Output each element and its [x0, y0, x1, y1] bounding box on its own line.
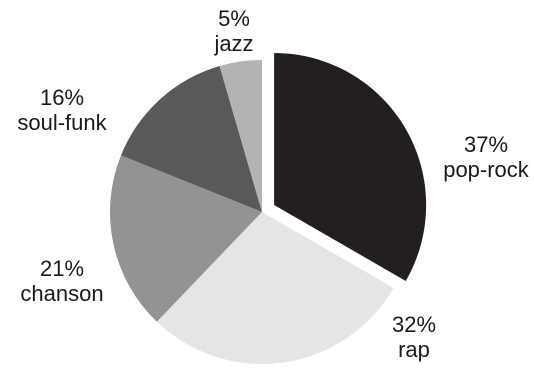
pie-value-label-soul-funk: 16%: [40, 85, 84, 110]
pie-slice-jazz: [219, 60, 262, 212]
pie-labels: 37%pop-rock 32%rap 21%chanson 16%soul-funk 5…: [17, 6, 529, 362]
pie-value-label-rap: 32%: [392, 312, 436, 337]
pie-slice-soul-funk: [120, 66, 262, 213]
pie-value-label-jazz: 5%: [218, 6, 250, 31]
pie-category-label-rap: rap: [398, 337, 430, 362]
pie-slice-pop-rock: [274, 53, 427, 281]
pie-slices: [110, 53, 427, 365]
pie-slice-rap: [156, 212, 394, 365]
pie-category-label-chanson: chanson: [20, 281, 103, 306]
pie-category-label-jazz: jazz: [213, 31, 253, 56]
pie-slice-chanson: [110, 155, 262, 322]
pie-value-label-chanson: 21%: [40, 256, 84, 281]
pie-value-label-pop-rock: 37%: [464, 132, 508, 157]
pie-category-label-pop-rock: pop-rock: [443, 157, 530, 182]
pie-category-label-soul-funk: soul-funk: [17, 110, 107, 135]
